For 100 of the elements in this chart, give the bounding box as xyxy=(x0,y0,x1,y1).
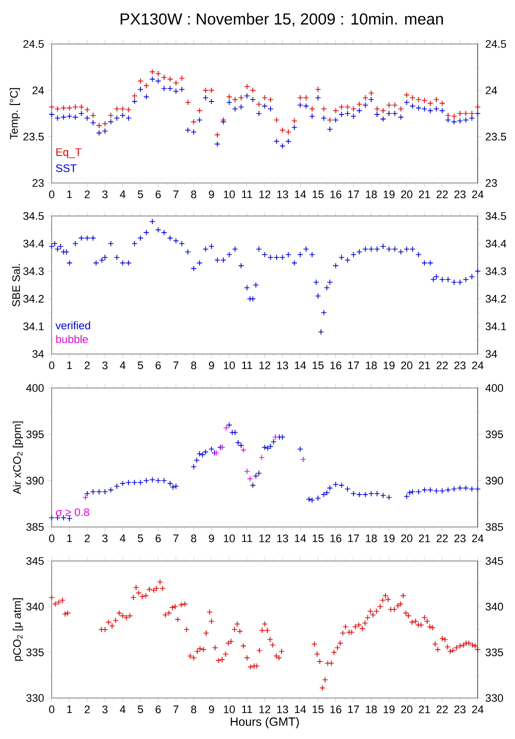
x-tick-label: 2 xyxy=(84,362,90,370)
x-tick-label: 19 xyxy=(384,362,395,370)
y-tick-label: 34.3 xyxy=(23,267,44,276)
y2-tick-label: 395 xyxy=(486,430,504,438)
x-tick-label: 0 xyxy=(49,534,54,542)
x-tick-label: 2 xyxy=(84,706,90,714)
y-tick-label: 23.5 xyxy=(23,132,44,141)
x-tick-label: 23 xyxy=(454,534,466,542)
x-tick-label: 20 xyxy=(401,362,412,370)
point xyxy=(272,434,278,440)
x-tick-label: 20 xyxy=(401,706,412,714)
x-tick-label: 18 xyxy=(366,706,377,714)
x-tick-label: 15 xyxy=(312,706,324,714)
x-tick-label: 7 xyxy=(173,706,178,714)
text: Eq_T xyxy=(56,148,82,158)
x-tick-label: 19 xyxy=(384,190,395,198)
x-tick-label: 16 xyxy=(330,362,342,370)
x-tick-label: 21 xyxy=(418,362,430,370)
x-tick-label: 13 xyxy=(277,706,288,714)
x-tick-label: 7 xyxy=(173,362,178,370)
y-tick-label: 390 xyxy=(26,476,44,485)
x-tick-label: 5 xyxy=(138,706,144,714)
x-tick-label: 4 xyxy=(120,190,126,198)
y-tick-label: 24.5 xyxy=(23,40,44,48)
x-tick-label: 6 xyxy=(156,190,161,198)
x-tick-label: 21 xyxy=(418,534,430,542)
x-tick-label: 0 xyxy=(49,706,54,714)
y-tick-label: 385 xyxy=(26,523,44,531)
x-tick-label: 11 xyxy=(242,190,252,198)
x-tick-label: 10 xyxy=(224,706,235,714)
y-axis-title: Air xCO$_{2}$ [ppm] xyxy=(12,421,24,494)
point xyxy=(244,468,250,474)
legend-label: bubble xyxy=(56,335,88,344)
x-tick-label: 10 xyxy=(224,534,235,542)
x-tick-label: 7 xyxy=(173,534,178,542)
x-tick-label: 22 xyxy=(436,190,448,198)
x-tick-label: 11 xyxy=(242,706,252,714)
x-tick-label: 9 xyxy=(208,362,214,370)
x-tick-label: 8 xyxy=(191,362,196,370)
x-tick-label: 6 xyxy=(156,534,161,542)
point xyxy=(300,456,306,462)
y-tick-label: 335 xyxy=(26,648,44,656)
x-tick-label: 20 xyxy=(401,534,412,542)
y2-tick-label: 400 xyxy=(485,384,504,392)
point xyxy=(82,494,88,500)
x-tick-label: 9 xyxy=(208,534,214,542)
x-tick-label: 22 xyxy=(436,706,448,714)
x-tick-label: 17 xyxy=(348,534,359,542)
x-axis-title: Hours (GMT) xyxy=(230,717,299,728)
x-tick-label: 15 xyxy=(312,534,324,542)
x-tick-label: 3 xyxy=(102,706,108,714)
y2-tick-label: 345 xyxy=(486,557,504,565)
x-tick-label: 3 xyxy=(102,362,108,370)
x-tick-label: 14 xyxy=(294,706,306,714)
x-tick-label: 11 xyxy=(242,362,252,370)
x-tick-label: 9 xyxy=(208,706,214,714)
point xyxy=(223,424,230,431)
x-tick-label: 4 xyxy=(120,534,126,542)
y2-tick-label: 390 xyxy=(486,476,504,485)
point xyxy=(240,447,246,454)
x-tick-label: 0 xyxy=(49,362,54,370)
x-tick-label: 3 xyxy=(102,534,108,542)
x-tick-label: 14 xyxy=(294,362,306,370)
x-tick-label: 24 xyxy=(472,706,484,714)
text: verified xyxy=(55,321,90,330)
x-tick-label: 16 xyxy=(330,190,342,198)
x-tick-label: 10 xyxy=(224,190,235,198)
x-tick-label: 5 xyxy=(138,190,144,198)
y-tick-label: 395 xyxy=(26,430,44,438)
chart-title: PX130W : November 15, 2009 : 10min. mean xyxy=(120,12,443,26)
x-tick-label: 1 xyxy=(67,534,72,542)
x-tick-label: 24 xyxy=(472,362,484,370)
x-tick-label: 1 xyxy=(67,362,72,370)
x-tick-label: 12 xyxy=(259,362,270,370)
x-tick-label: 13 xyxy=(277,534,288,542)
x-tick-label: 11 xyxy=(242,534,252,542)
y-axis-title: Temp. [°C] xyxy=(10,88,20,140)
x-tick-label: 6 xyxy=(156,706,161,714)
point xyxy=(258,454,265,460)
x-tick-label: 23 xyxy=(454,706,466,714)
x-tick-label: 5 xyxy=(138,534,144,542)
y2-tick-label: 34.3 xyxy=(486,267,506,276)
y-axis-title: pCO$_{2}$ [μ atm] xyxy=(12,598,24,661)
y-tick-label: 340 xyxy=(26,602,44,611)
y2-tick-label: 34.2 xyxy=(486,294,506,303)
x-tick-label: 0 xyxy=(49,190,54,198)
series-label: σ ≥ 0.8 xyxy=(56,508,90,516)
y2-tick-label: 24 xyxy=(486,86,498,94)
x-tick-label: 23 xyxy=(454,362,466,370)
y2-tick-label: 24.5 xyxy=(486,40,506,48)
x-tick-label: 16 xyxy=(330,534,342,542)
x-tick-label: 5 xyxy=(138,362,144,370)
y-tick-label: 400 xyxy=(26,384,44,392)
x-tick-label: 13 xyxy=(277,362,288,370)
x-tick-label: 6 xyxy=(156,362,161,370)
y2-tick-label: 23.5 xyxy=(486,132,506,141)
x-tick-label: 8 xyxy=(191,190,196,198)
x-tick-label: 24 xyxy=(472,190,484,198)
x-tick-label: 18 xyxy=(366,534,377,542)
y-tick-label: 34.1 xyxy=(23,322,44,330)
